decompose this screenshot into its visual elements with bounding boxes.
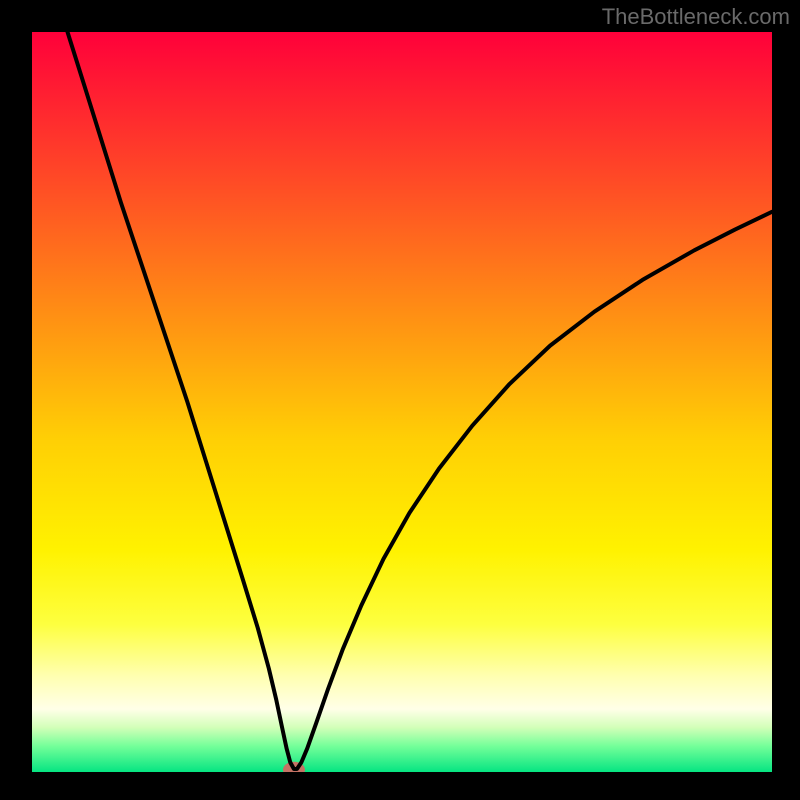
- curve-layer: [32, 32, 772, 772]
- watermark-text: TheBottleneck.com: [602, 4, 790, 30]
- bottleneck-curve: [68, 32, 772, 769]
- bottleneck-chart: [32, 32, 772, 772]
